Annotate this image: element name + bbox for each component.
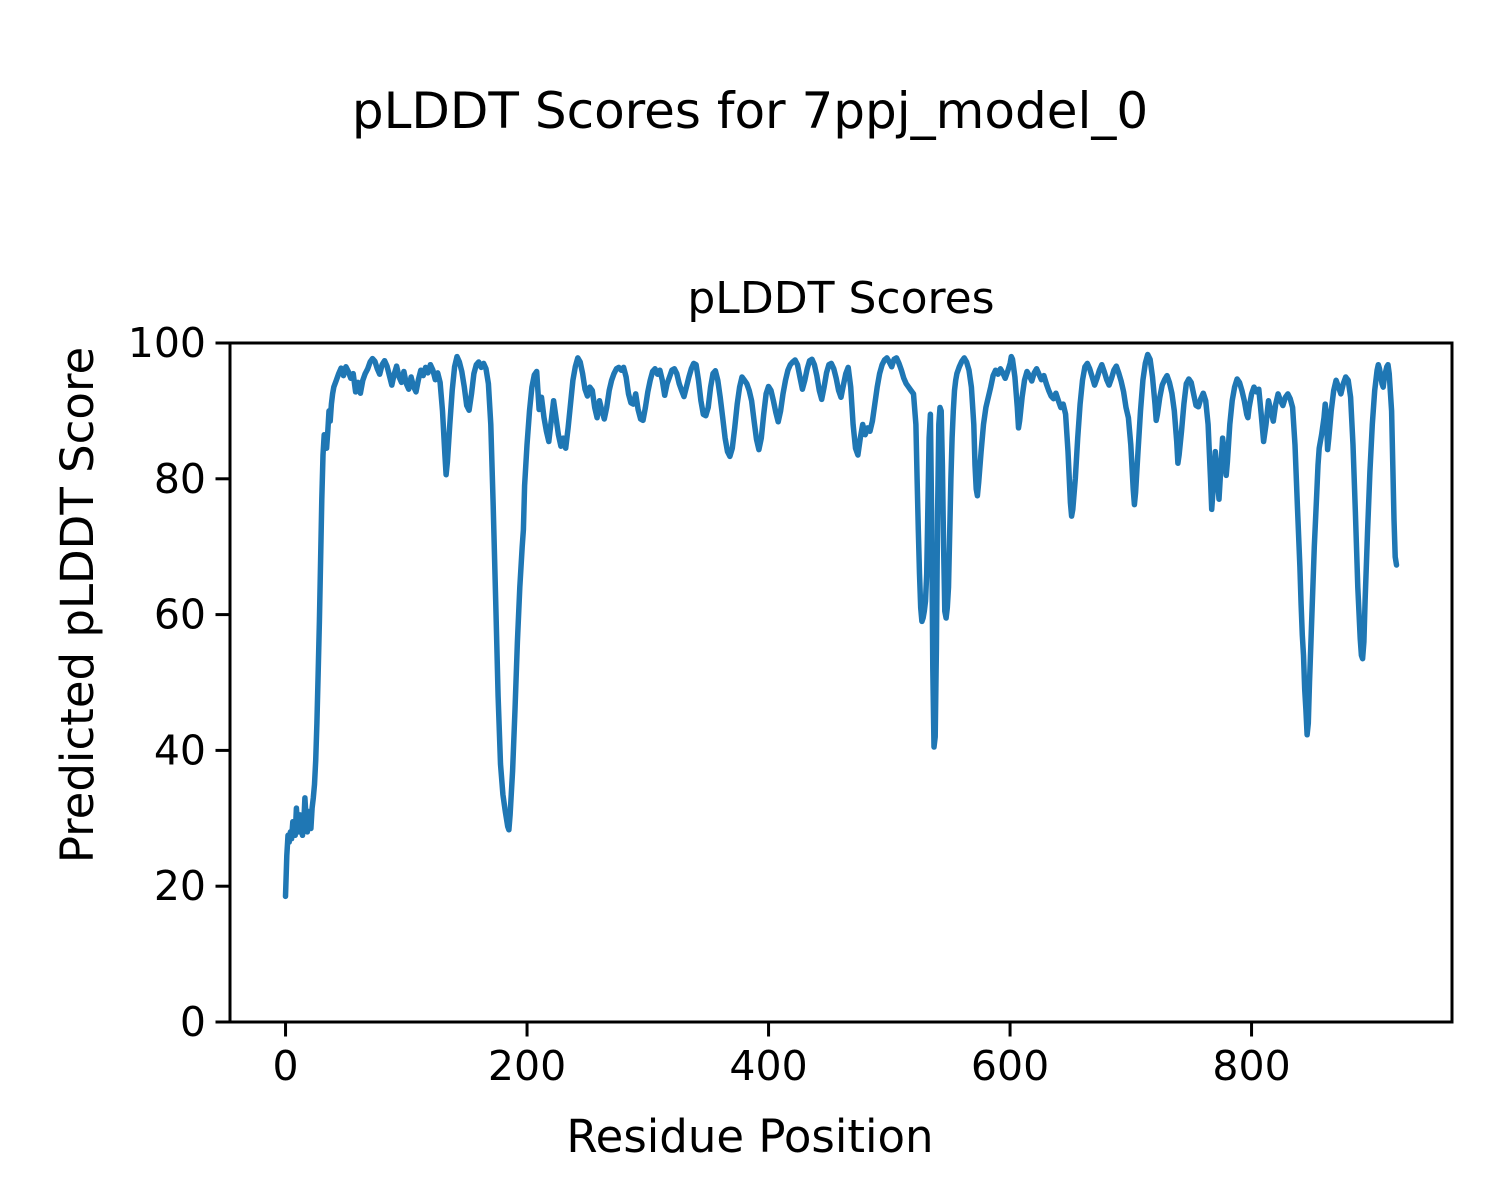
y-tick-label: 40 xyxy=(154,726,206,774)
axes-spines xyxy=(228,341,1454,1024)
y-tick-label: 60 xyxy=(154,591,206,639)
x-tick-label: 0 xyxy=(272,1042,298,1090)
y-tick-label: 0 xyxy=(180,998,206,1046)
x-tick-label: 200 xyxy=(488,1042,566,1090)
y-tick-label: 20 xyxy=(154,862,206,910)
y-tick-label: 100 xyxy=(128,319,206,367)
x-axis-label: Residue Position xyxy=(566,1110,934,1163)
x-tick-label: 400 xyxy=(729,1042,807,1090)
y-tick-label: 80 xyxy=(154,455,206,503)
y-axis-label: Predicted pLDDT Score xyxy=(51,346,104,864)
x-tick-label: 600 xyxy=(971,1042,1049,1090)
figure-suptitle: pLDDT Scores for 7ppj_model_0 xyxy=(351,82,1149,140)
x-tick-label: 800 xyxy=(1212,1042,1290,1090)
plddt-line xyxy=(282,351,1400,900)
axes-title: pLDDT Scores xyxy=(687,273,995,324)
